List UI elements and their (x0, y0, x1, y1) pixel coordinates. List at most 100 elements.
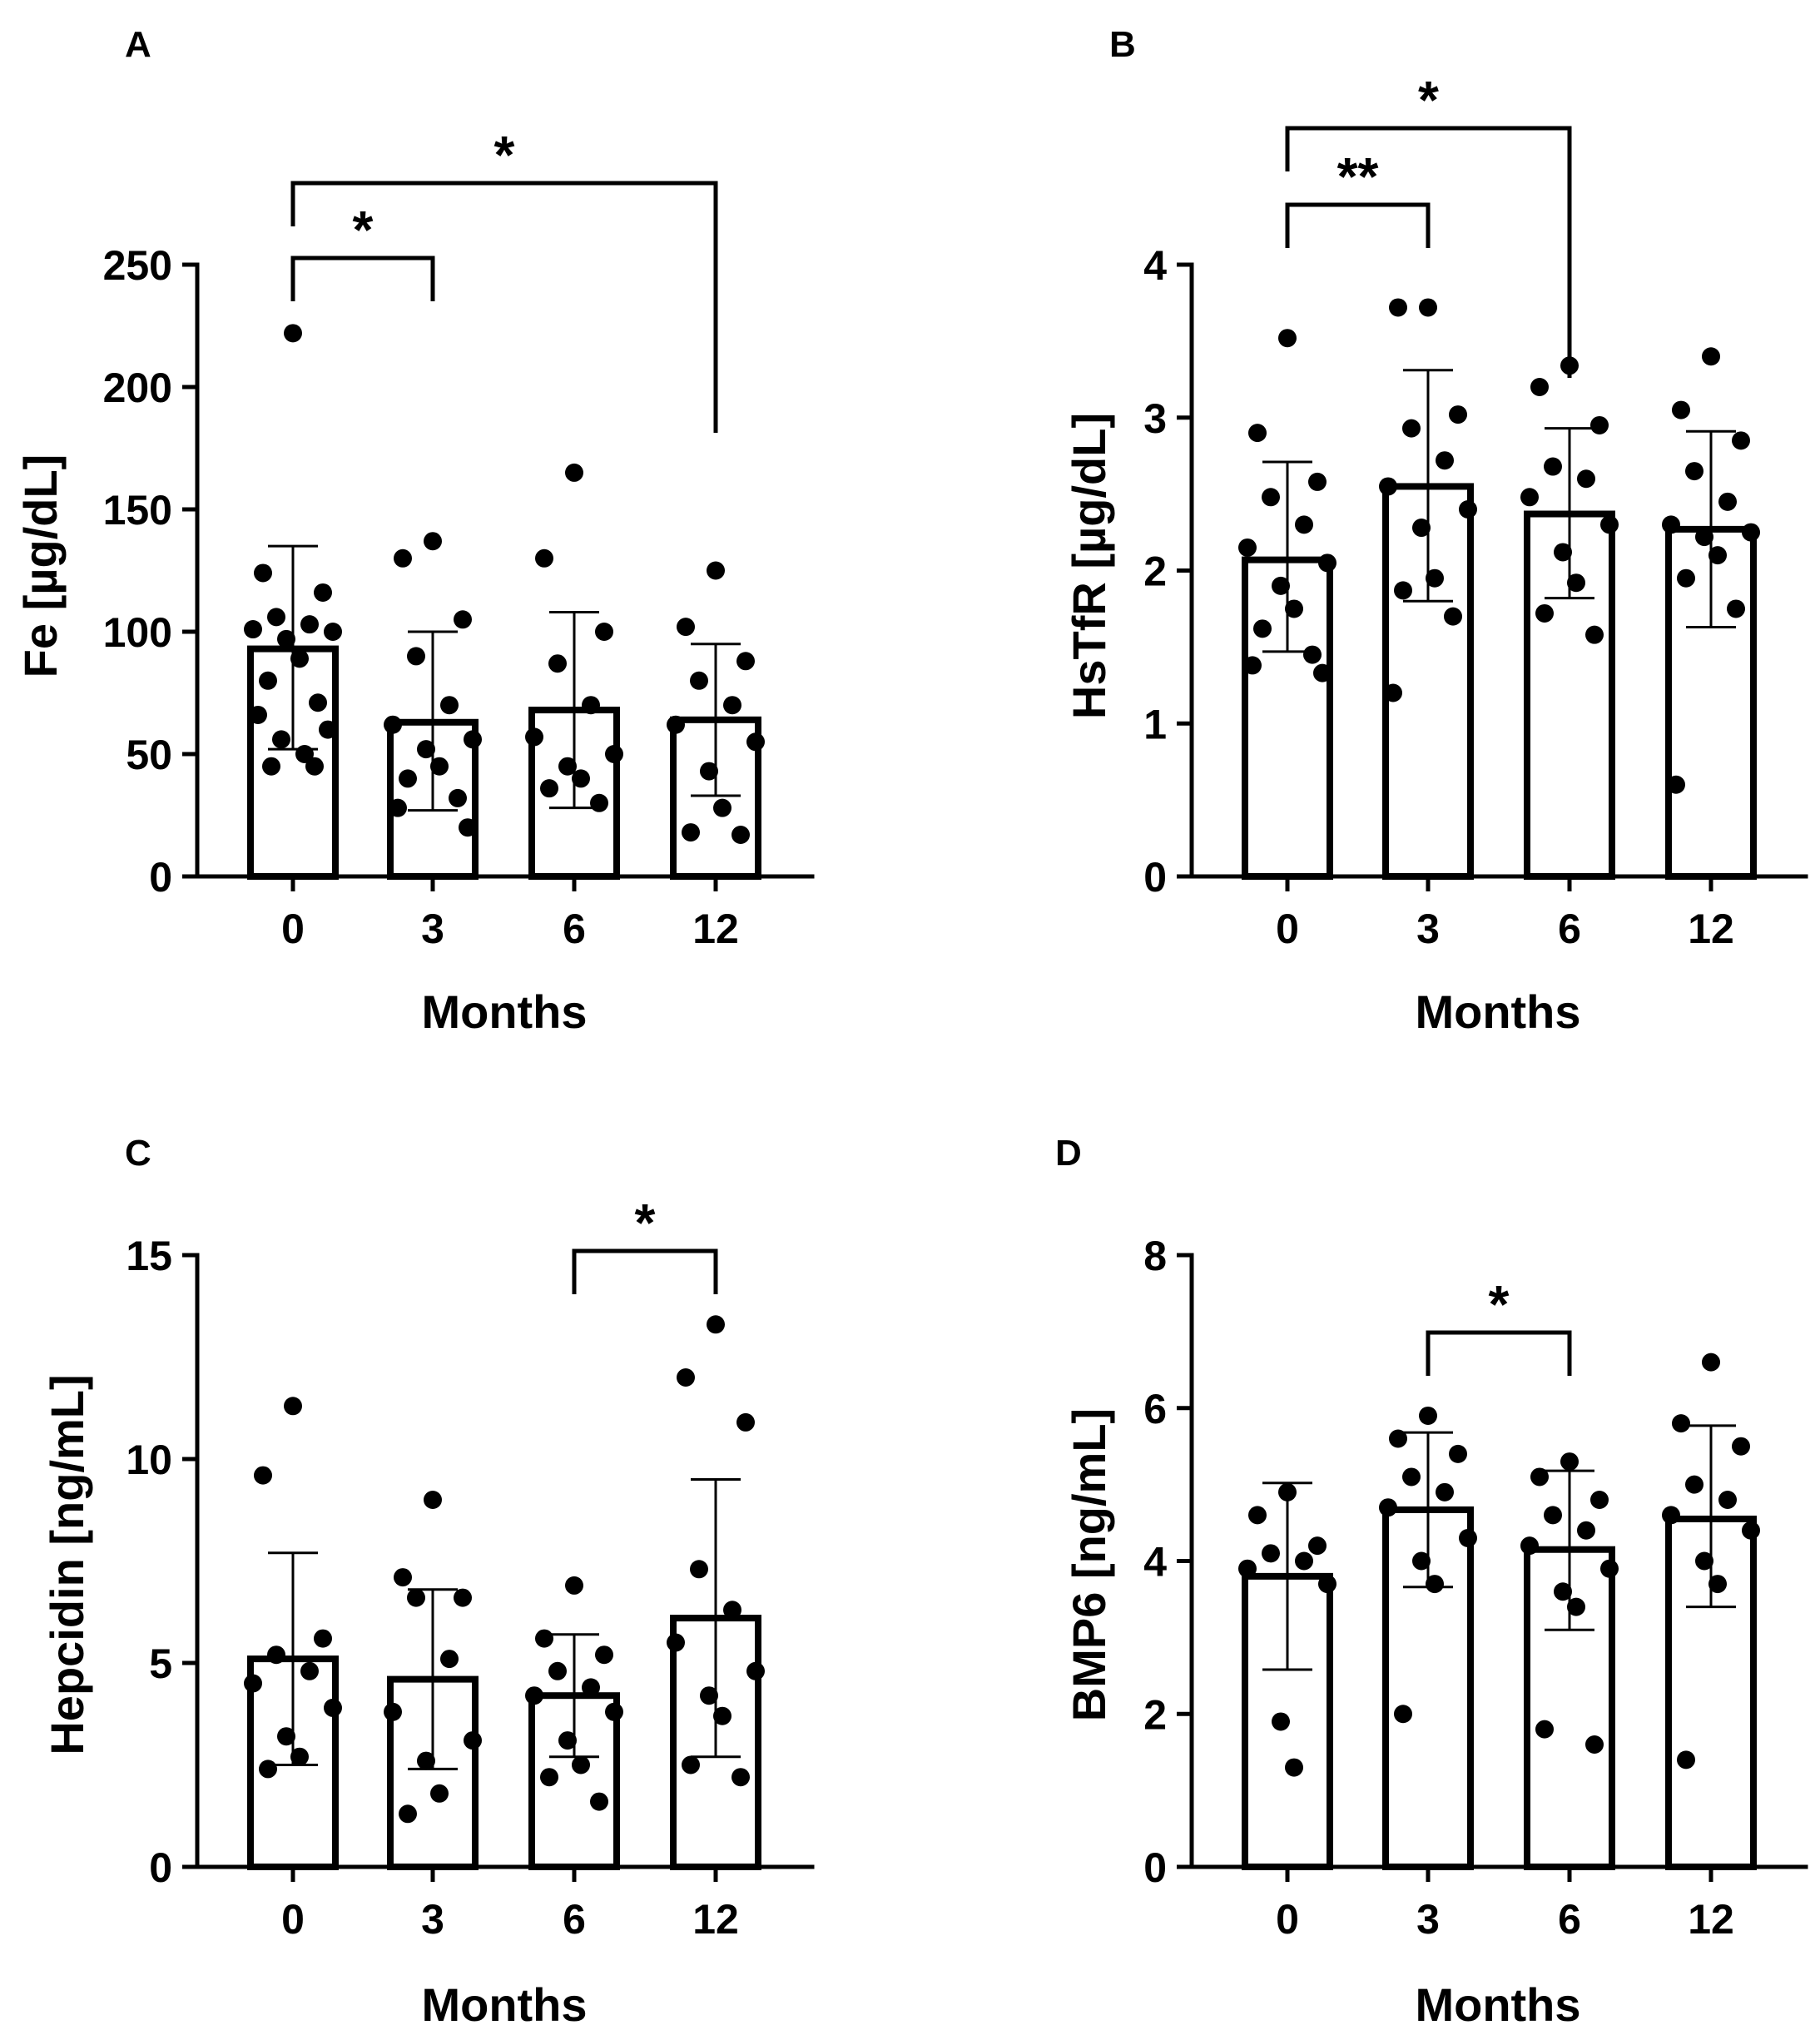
bar-d-12 (1665, 1515, 1757, 1870)
data-point-c (605, 1702, 623, 1721)
data-point-c (677, 1368, 695, 1387)
data-point-a (440, 696, 459, 715)
data-point-d (1535, 1720, 1554, 1739)
data-point-b (1732, 431, 1750, 450)
data-point-a (736, 652, 755, 671)
x-tick-label-a: 6 (563, 906, 586, 952)
data-point-d (1585, 1735, 1604, 1754)
data-point-a (407, 647, 425, 666)
data-point-d (1238, 1559, 1257, 1578)
data-point-c (324, 1698, 342, 1717)
data-point-b (1577, 469, 1595, 489)
data-point-a (595, 623, 613, 641)
data-point-a (582, 696, 600, 715)
x-tick-label-a: 12 (692, 906, 739, 952)
data-point-a (267, 608, 285, 627)
y-tick-label-c: 15 (126, 1233, 172, 1279)
data-point-a (746, 732, 765, 752)
data-point-a (713, 798, 731, 817)
data-point-c (548, 1661, 567, 1680)
data-point-b (1272, 576, 1290, 595)
data-point-c (417, 1751, 435, 1770)
data-point-a (605, 745, 623, 763)
significance-bracket-b (1285, 202, 1431, 248)
y-tick-label-c: 10 (126, 1437, 172, 1483)
data-point-a (700, 762, 718, 781)
x-tick-label-b: 0 (1276, 906, 1299, 952)
data-point-b (1672, 400, 1690, 419)
data-point-b (1412, 519, 1431, 538)
data-point-b (1318, 553, 1336, 573)
data-point-a (723, 696, 741, 715)
data-point-c (565, 1576, 583, 1595)
data-point-a (300, 615, 319, 634)
data-point-d (1459, 1528, 1477, 1547)
data-point-c (707, 1315, 725, 1334)
data-point-d (1560, 1452, 1579, 1472)
y-tick-label-a: 250 (103, 242, 172, 289)
data-point-d (1732, 1437, 1750, 1456)
data-point-c (525, 1686, 543, 1705)
panel-d: D BMP6 [ng/mL] Months 0 2 4 6 8 0 3 6 12 * (1055, 1133, 1808, 2031)
data-point-d (1662, 1506, 1680, 1525)
data-point-c (384, 1702, 402, 1721)
data-point-c (277, 1727, 295, 1746)
data-point-d (1318, 1575, 1336, 1594)
x-tick-label-c: 6 (563, 1896, 586, 1943)
data-point-b (1436, 451, 1454, 470)
data-point-a (305, 757, 324, 776)
data-point-c (394, 1568, 412, 1587)
significance-label-b: * (1418, 70, 1439, 130)
significance-label-c: * (635, 1193, 656, 1253)
x-axis-title-a: Months (421, 985, 587, 1038)
data-point-a (540, 779, 558, 798)
y-tick-label-b: 1 (1143, 701, 1167, 747)
data-point-b (1530, 378, 1549, 396)
x-tick-label-c: 12 (692, 1896, 739, 1943)
data-point-d (1567, 1597, 1585, 1616)
data-point-c (267, 1645, 285, 1665)
data-point-a (244, 620, 262, 639)
data-point-b (1295, 515, 1313, 534)
data-point-c (424, 1491, 442, 1509)
significance-bracket-a (290, 181, 718, 433)
data-point-d (1520, 1536, 1539, 1556)
x-tick-label-a: 0 (281, 906, 305, 952)
data-point-c (667, 1633, 685, 1652)
data-point-a (309, 693, 327, 712)
data-point-c (430, 1784, 449, 1803)
data-point-b (1426, 568, 1444, 588)
data-point-b (1313, 663, 1332, 682)
data-point-b (1238, 538, 1257, 557)
data-point-d (1248, 1506, 1267, 1525)
x-tick-label-c: 3 (421, 1896, 444, 1943)
x-tick-label-d: 0 (1276, 1896, 1299, 1943)
significance-label-b: ** (1337, 146, 1379, 206)
y-tick-label-d: 6 (1143, 1386, 1167, 1432)
x-tick-label-a: 3 (421, 906, 444, 952)
data-point-c (440, 1650, 459, 1669)
data-point-d (1402, 1467, 1421, 1487)
data-point-b (1243, 656, 1262, 675)
data-point-a (277, 629, 295, 648)
data-point-b (1402, 419, 1421, 438)
data-point-a (731, 826, 750, 845)
data-point-a (314, 583, 332, 602)
data-point-d (1285, 1758, 1303, 1777)
significance-bracket-c (572, 1248, 718, 1294)
data-point-a (707, 561, 725, 580)
x-axis-title-d: Months (1415, 1978, 1580, 2031)
data-point-b (1520, 488, 1539, 507)
data-point-c (713, 1706, 731, 1725)
data-point-d (1708, 1575, 1727, 1594)
data-point-c (731, 1768, 750, 1787)
data-point-b (1308, 472, 1327, 491)
x-tick-label-c: 0 (281, 1896, 305, 1943)
data-point-a (454, 610, 472, 629)
data-point-d (1685, 1475, 1703, 1494)
data-point-d (1272, 1712, 1290, 1731)
data-point-a (690, 671, 708, 690)
data-point-b (1544, 457, 1562, 476)
data-point-b (1384, 683, 1402, 702)
